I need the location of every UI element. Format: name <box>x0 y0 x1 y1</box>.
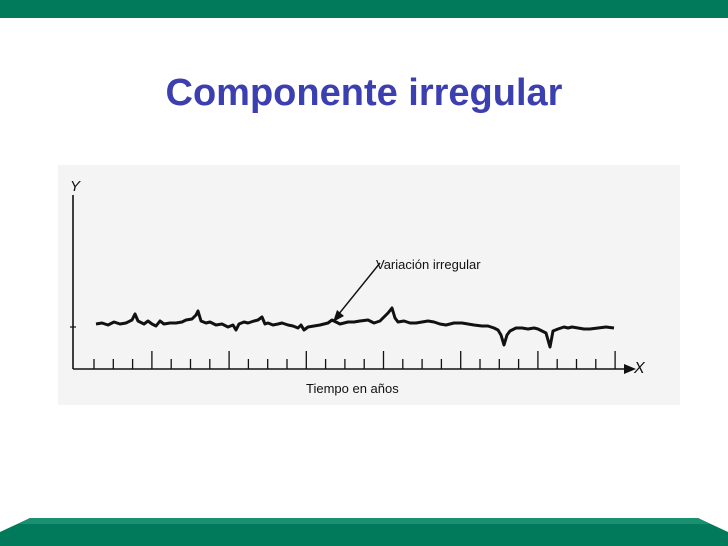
x-axis-title: Tiempo en años <box>306 381 399 396</box>
x-axis-ticks <box>93 351 616 369</box>
irregular-component-figure: Y X Tiempo en años Variación irregular <box>58 165 680 405</box>
annotation-arrowhead <box>333 310 344 322</box>
y-axis-label: Y <box>70 178 81 195</box>
figure-drawing: Y X Tiempo en años Variación irregular <box>70 178 646 396</box>
bottom-accent-band <box>0 518 728 546</box>
slide-title: Componente irregular <box>165 72 563 114</box>
x-axis-arrow <box>624 364 636 374</box>
top-accent-bar <box>0 0 728 18</box>
x-axis-label: X <box>633 360 646 377</box>
annotation-leader-line <box>337 262 381 316</box>
irregular-variation-line <box>95 306 615 349</box>
annotation-label: Variación irregular <box>376 257 481 272</box>
